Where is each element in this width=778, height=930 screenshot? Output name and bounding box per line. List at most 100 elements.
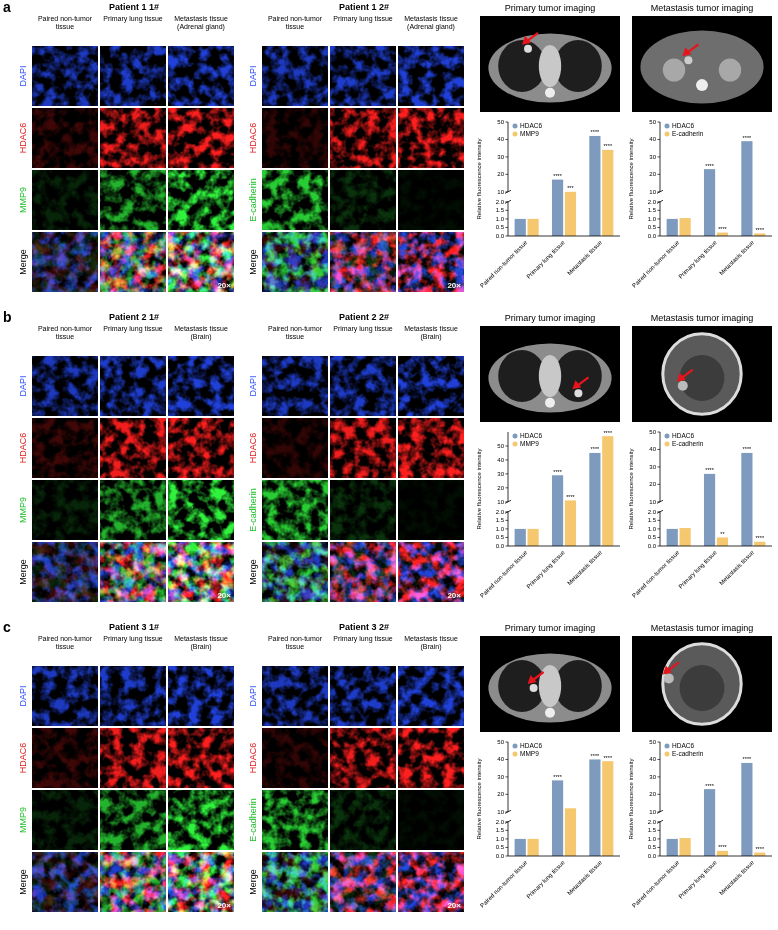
legend-label: E-cadherin (672, 130, 704, 137)
micrograph-channel (262, 790, 328, 850)
ct-brain (680, 665, 725, 711)
ct-body (488, 653, 611, 722)
micrograph-bg (398, 356, 464, 416)
row-label: DAPI (248, 685, 258, 706)
micrograph-channel (168, 46, 234, 106)
y-tick (658, 511, 661, 512)
y-tick-label: 2.0 (496, 199, 505, 205)
bar (552, 180, 563, 236)
micrograph-channel (262, 232, 328, 292)
micrograph-channel (262, 356, 328, 416)
micrograph-channel (262, 232, 328, 292)
micrograph-channel (100, 232, 166, 292)
y-tick-label: 20 (649, 171, 656, 177)
column-header: Metastasis tissue(Adrenal gland) (174, 15, 228, 31)
y-tick (658, 432, 661, 433)
micrograph-channel (398, 232, 464, 292)
y-tick-label: 0.5 (648, 844, 657, 850)
micrograph-channel (262, 852, 328, 912)
micrograph-bg (168, 356, 234, 416)
micrograph-bg (100, 170, 166, 230)
significance: **** (743, 135, 752, 141)
axis-break (657, 820, 663, 823)
x-tick-label: Paired non-tumor tissue (479, 859, 529, 909)
micrograph-bg (32, 170, 98, 230)
ct-image (480, 636, 620, 732)
ct-organ (719, 58, 741, 81)
merge-group (330, 232, 396, 292)
y-tick (658, 759, 661, 760)
row-label: Merge (18, 249, 28, 275)
row-label: E-cadherin (248, 488, 258, 532)
micrograph-bg (330, 170, 396, 230)
axis-break (505, 510, 511, 513)
x-tick-label: Primary lung tissue (525, 239, 566, 280)
micrograph-channel (32, 232, 98, 292)
y-tick-label: 0.0 (496, 543, 505, 549)
bar-chart: 0.00.51.01.52.01020304050Relative fluore… (628, 119, 772, 289)
y-tick (506, 174, 509, 175)
axis-break (505, 820, 511, 823)
micrograph-channel (100, 480, 166, 540)
legend-label: E-cadherin (672, 440, 704, 447)
merge-group (398, 852, 464, 912)
y-tick (506, 445, 509, 446)
y-tick-label: 20 (497, 791, 504, 797)
magnification: 20× (217, 901, 231, 910)
y-tick (506, 487, 509, 488)
micrograph-bg (168, 108, 234, 168)
column-header: Primary lung tissue (333, 325, 393, 333)
micrograph-bg (330, 46, 396, 106)
significance: **** (603, 755, 612, 761)
bar (528, 219, 539, 236)
legend-label: HDAC6 (520, 122, 542, 129)
significance: **** (553, 173, 562, 179)
bar (704, 789, 715, 856)
arrow-head (682, 47, 691, 56)
micrograph-bg (168, 852, 234, 912)
y-tick-label: 50 (497, 119, 504, 125)
micrograph-channel (398, 728, 464, 788)
y-tick-label: 1.5 (648, 517, 657, 523)
micrograph-channel (398, 232, 464, 292)
significance: **** (603, 143, 612, 149)
image-grid: Patient 2 1#Paired non-tumortissuePrimar… (18, 312, 234, 602)
ct-lesion (530, 684, 538, 692)
micrograph-bg (100, 852, 166, 912)
x-axis (660, 856, 772, 857)
x-axis (660, 236, 772, 237)
micrograph-channel (262, 46, 328, 106)
row-label: DAPI (248, 65, 258, 86)
legend-swatch (513, 442, 518, 447)
row-label: HDAC6 (248, 123, 258, 154)
micrograph-channel (262, 542, 328, 602)
y-tick-label: 0.0 (496, 233, 505, 239)
micrograph-channel (168, 356, 234, 416)
micrograph-channel (168, 418, 234, 478)
y-tick (506, 776, 509, 777)
y-tick-label: 1.5 (648, 827, 657, 833)
micrograph-bg (100, 46, 166, 106)
y-tick-label: 0.5 (496, 844, 505, 850)
bars (667, 453, 766, 546)
column-header-line: (Brain) (190, 643, 211, 651)
y-tick-label: 40 (649, 756, 656, 762)
y-tick (506, 546, 509, 547)
y-axis-title: Relative fluorescence intensity (476, 138, 482, 219)
y-tick (506, 759, 509, 760)
micrograph-channel (100, 728, 166, 788)
bar-chart: 0.00.51.01.52.01020304050Relative fluore… (628, 429, 772, 599)
x-axis (508, 546, 620, 547)
legend-swatch (665, 132, 670, 137)
legend-swatch (665, 752, 670, 757)
y-tick-label: 20 (649, 791, 656, 797)
micrograph-channel (32, 852, 98, 912)
micrograph-bg (262, 232, 328, 292)
y-tick-label: 10 (649, 809, 656, 815)
y-axis-title: Relative fluorescence intensity (628, 138, 634, 219)
column-header: Primary lung tissue (103, 325, 163, 333)
micrograph-bg (100, 666, 166, 726)
column-header-line: Metastasis tissue (404, 635, 458, 642)
micrograph-channel (168, 480, 234, 540)
micrograph-bg (398, 790, 464, 850)
